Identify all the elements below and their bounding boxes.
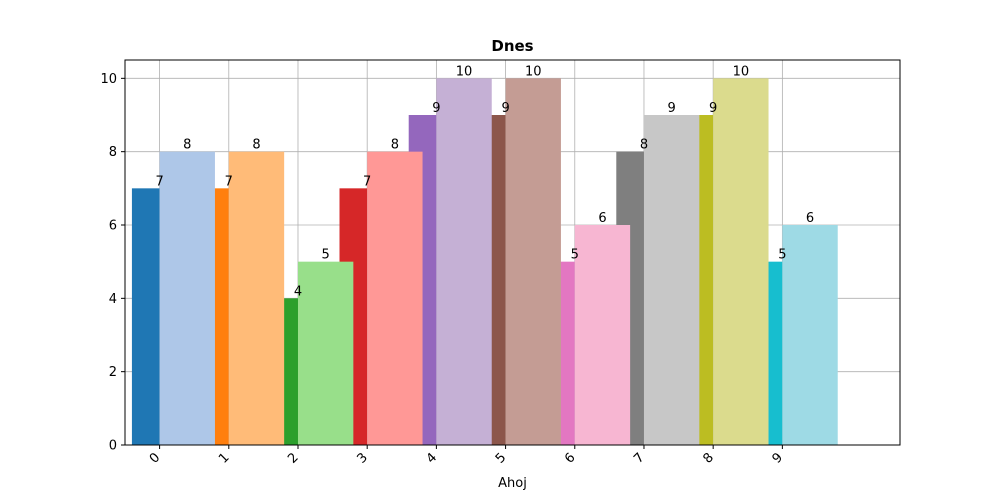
bar-value-label: 10 [733, 64, 750, 79]
bar [297, 261, 354, 445]
bar-value-label: 6 [806, 211, 814, 226]
x-tick-label: 5 [493, 450, 509, 466]
y-tick-label: 2 [109, 365, 117, 380]
bar-value-label: 8 [252, 138, 260, 153]
x-tick-label: 4 [424, 450, 440, 466]
x-tick-label: 6 [562, 450, 578, 466]
bar-value-label: 9 [668, 101, 676, 116]
bar-value-label: 10 [525, 64, 542, 79]
bar [228, 151, 285, 445]
bar [574, 225, 631, 445]
x-tick-label: 2 [285, 450, 301, 466]
bar-value-label: 8 [391, 138, 399, 153]
bar [643, 115, 700, 445]
bar-value-label: 5 [571, 248, 579, 263]
x-tick-label: 1 [216, 450, 232, 466]
bar-value-label: 9 [501, 101, 509, 116]
y-tick-label: 8 [109, 145, 117, 160]
x-tick-label: 3 [354, 450, 370, 466]
bar-value-label: 4 [294, 284, 302, 299]
bar-value-label: 9 [709, 101, 717, 116]
y-tick-label: 4 [109, 292, 117, 307]
chart-title: Dnes [491, 37, 533, 55]
bar-value-label: 8 [640, 138, 648, 153]
x-tick-label: 8 [700, 450, 716, 466]
x-tick-label: 0 [147, 450, 163, 466]
bar [367, 151, 423, 445]
bar [436, 78, 492, 445]
bar [131, 188, 160, 446]
y-tick-label: 6 [109, 219, 117, 234]
bar-value-label: 9 [432, 101, 440, 116]
bar [505, 78, 561, 445]
y-tick-label: 0 [109, 439, 117, 454]
y-tick-label: 10 [100, 72, 117, 87]
bar-labels-layer: 7 7 4 7 9 9 5 8 9 5 8 8 5 8 10 10 6 9 10 6 [155, 64, 814, 299]
bar-value-label: 6 [598, 211, 606, 226]
bar-value-label: 5 [322, 248, 330, 263]
plot-frame [124, 59, 901, 446]
bar-value-label: 7 [363, 174, 371, 189]
x-axis-label: Ahoj [498, 476, 527, 491]
x-tick-label: 7 [631, 450, 647, 466]
bar-value-label: 7 [155, 174, 163, 189]
bar [713, 78, 769, 445]
bars-layer [131, 78, 838, 446]
bar [782, 225, 838, 445]
bar-value-label: 5 [778, 248, 786, 263]
bar-value-label: 10 [456, 64, 473, 79]
bar-value-label: 7 [225, 174, 233, 189]
x-tick-label: 9 [770, 450, 786, 466]
bar [159, 151, 215, 445]
bar-value-label: 8 [183, 138, 191, 153]
